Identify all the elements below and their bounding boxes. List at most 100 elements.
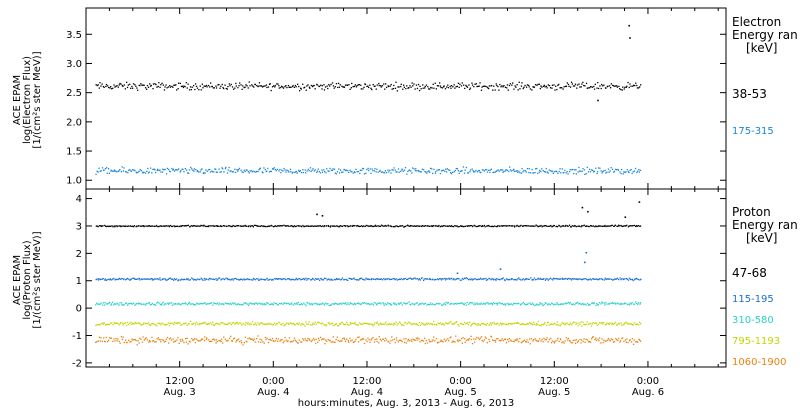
proton-point: [288, 323, 290, 325]
proton-point: [404, 302, 406, 304]
electron-point: [566, 82, 568, 84]
x-tick-label: 0:00: [449, 376, 471, 387]
electron-point: [127, 172, 129, 174]
electron-point: [484, 169, 487, 171]
electron-point: [602, 85, 604, 87]
electron-point: [132, 87, 134, 89]
proton-point: [552, 225, 554, 227]
electron-point: [330, 169, 332, 171]
proton-point: [353, 302, 355, 305]
electron-point: [441, 169, 443, 172]
proton-point: [301, 278, 303, 280]
proton-point: [185, 338, 187, 340]
proton-legend-title1: Proton: [732, 205, 771, 219]
electron-point: [166, 167, 168, 170]
electron-point: [228, 166, 230, 169]
electron-point: [212, 87, 215, 89]
proton-legend: Proton Energy ran [keV] 47-68 115-195 31…: [732, 205, 798, 368]
proton-point: [323, 277, 326, 279]
proton-point: [401, 340, 403, 343]
electron-point: [406, 173, 408, 175]
proton-point: [544, 225, 546, 227]
proton-point: [221, 322, 223, 324]
proton-point: [218, 323, 220, 325]
electron-point: [101, 167, 104, 169]
proton-point: [201, 338, 203, 340]
proton-point: [469, 278, 471, 280]
proton-point: [532, 279, 535, 281]
electron-point: [292, 85, 294, 87]
proton-point: [221, 278, 223, 280]
proton-point: [496, 304, 498, 306]
proton-point: [603, 225, 605, 227]
proton-point: [250, 338, 252, 340]
electron-point: [159, 86, 161, 88]
proton-point: [368, 323, 370, 325]
proton-point: [326, 279, 328, 281]
proton-point: [163, 304, 165, 306]
proton-point: [136, 278, 138, 280]
proton-point: [426, 278, 429, 280]
proton-point: [236, 322, 239, 324]
proton-point: [597, 279, 599, 281]
proton-point: [251, 303, 253, 305]
electron-point: [452, 86, 454, 88]
proton-point: [598, 278, 601, 280]
electron-point: [354, 172, 356, 174]
proton-point: [334, 324, 336, 326]
electron-point: [331, 82, 334, 84]
proton-point: [247, 338, 249, 340]
proton-point: [377, 302, 379, 304]
proton-point: [611, 322, 613, 324]
proton-point: [118, 324, 120, 326]
proton-point: [368, 278, 370, 281]
proton-point: [186, 278, 188, 280]
proton-point: [207, 323, 209, 325]
proton-point: [405, 303, 407, 305]
proton-point: [198, 340, 200, 342]
proton-point: [391, 225, 393, 228]
electron-point: [544, 86, 546, 88]
electron-point: [156, 86, 158, 88]
proton-point: [453, 323, 455, 325]
proton-point: [523, 225, 525, 227]
electron-point: [384, 88, 386, 90]
proton-point: [204, 279, 206, 281]
proton-point: [151, 336, 153, 339]
proton-point: [493, 339, 495, 342]
electron-point: [483, 170, 485, 172]
proton-point: [540, 224, 542, 227]
electron-point: [588, 168, 591, 170]
proton-point: [376, 321, 378, 323]
proton-point: [560, 323, 562, 325]
proton-point: [600, 303, 602, 305]
proton-point: [236, 225, 238, 227]
proton-point: [161, 225, 163, 227]
proton-point: [431, 323, 433, 325]
proton-point: [365, 277, 367, 279]
proton-point: [277, 338, 279, 340]
proton-point: [459, 302, 461, 305]
electron-point: [201, 83, 203, 85]
proton-point: [187, 343, 189, 345]
proton-point: [148, 341, 150, 343]
proton-point: [202, 303, 204, 305]
proton-point: [391, 336, 393, 338]
proton-point: [487, 303, 490, 305]
proton-point: [351, 322, 353, 324]
proton-point: [383, 278, 385, 280]
electron-point: [209, 171, 212, 173]
proton-point: [383, 323, 385, 325]
electron-point: [370, 87, 372, 89]
proton-point: [603, 339, 605, 341]
proton-point: [499, 279, 501, 281]
proton-point: [368, 339, 370, 341]
proton-point: [636, 341, 638, 343]
proton-point: [328, 304, 330, 307]
electron-point: [129, 169, 131, 171]
proton-point: [379, 225, 382, 227]
proton-point: [222, 322, 224, 324]
proton-point: [488, 277, 490, 280]
proton-point: [366, 303, 368, 305]
proton-point: [514, 278, 516, 281]
